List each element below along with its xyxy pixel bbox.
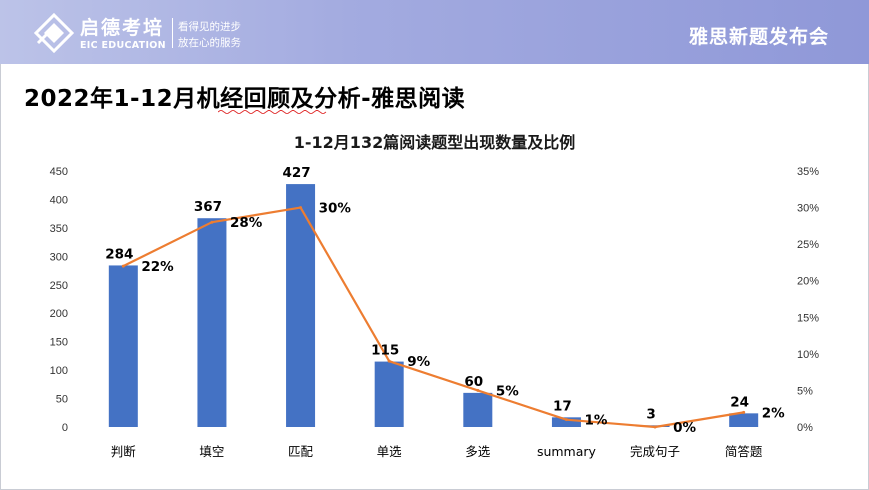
bar-value-label: 60 <box>464 374 483 390</box>
line-point <box>299 206 303 210</box>
y2-axis-tick-label: 15% <box>797 312 819 324</box>
bar <box>286 184 316 427</box>
y-axis-tick-label: 400 <box>50 194 68 206</box>
bar-value-label: 367 <box>194 199 222 215</box>
percent-label: 2% <box>762 405 785 421</box>
percent-label: 5% <box>496 383 519 399</box>
bar <box>729 413 759 427</box>
x-axis-category-label: 单选 <box>377 444 403 459</box>
slogan-line-2: 放在心的服务 <box>178 37 241 49</box>
slide-title: 2022年1-12月机经回顾及分析-雅思阅读 <box>24 86 466 112</box>
y-axis-tick-label: 0 <box>62 422 68 434</box>
percent-label: 1% <box>584 413 607 429</box>
logo-chinese-name: 启德考培 <box>80 17 165 39</box>
bar <box>197 218 227 427</box>
percent-label: 30% <box>319 201 352 217</box>
y2-axis-tick-label: 0% <box>797 422 813 434</box>
y-axis-tick-label: 100 <box>50 365 68 377</box>
slogan-line-1: 看得见的进步 <box>178 21 241 33</box>
bar-value-label: 17 <box>553 398 572 414</box>
bar <box>463 392 493 427</box>
line-point <box>476 388 480 392</box>
eic-logo-icon <box>34 13 74 53</box>
y-axis-tick-label: 150 <box>50 337 68 349</box>
y-axis-tick-label: 200 <box>50 308 68 320</box>
line-point <box>387 359 391 363</box>
x-axis-category-label: 匹配 <box>288 444 314 459</box>
x-axis-category-label: 判断 <box>111 444 136 459</box>
line-point <box>564 418 568 422</box>
bar-value-label: 24 <box>730 394 749 410</box>
logo-divider <box>172 18 173 48</box>
y2-axis-tick-label: 10% <box>797 349 819 361</box>
percent-label: 28% <box>230 215 263 231</box>
bar <box>108 265 138 427</box>
line-point <box>653 425 657 429</box>
y-axis-tick-label: 450 <box>50 166 68 178</box>
y-axis-tick-label: 300 <box>50 251 68 263</box>
bar-value-label: 115 <box>371 343 399 359</box>
spellcheck-underline <box>218 110 327 114</box>
chart-title: 1-12月132篇阅读题型出现数量及比例 <box>293 133 576 152</box>
y2-axis-tick-label: 35% <box>797 166 819 178</box>
x-axis-category-label: 多选 <box>465 444 491 459</box>
percent-label: 22% <box>141 259 174 275</box>
y-axis-tick-label: 50 <box>56 394 68 406</box>
x-axis-category-label: 完成句子 <box>630 444 680 459</box>
percent-label: 9% <box>407 354 430 370</box>
bar-value-label: 284 <box>105 246 133 262</box>
bar-value-label: 427 <box>282 165 310 181</box>
bar-value-label: 3 <box>646 406 655 422</box>
x-axis-category-label: 填空 <box>199 444 224 459</box>
bar <box>374 361 404 427</box>
y2-axis-tick-label: 25% <box>797 239 819 251</box>
x-axis-category-label: summary <box>537 444 597 459</box>
line-point <box>121 264 125 268</box>
y-axis-tick-label: 350 <box>50 223 68 235</box>
y2-axis-tick-label: 20% <box>797 276 819 288</box>
line-point <box>210 220 214 224</box>
x-axis-category-label: 简答题 <box>725 444 763 459</box>
header-bar: 启德考培 EIC EDUCATION 看得见的进步 放在心的服务 雅思新题发布会 <box>0 0 869 64</box>
y2-axis-tick-label: 30% <box>797 203 819 215</box>
y-axis-tick-label: 250 <box>50 280 68 292</box>
event-title: 雅思新题发布会 <box>688 26 829 48</box>
percent-label: 0% <box>673 420 696 436</box>
logo-english-name: EIC EDUCATION <box>80 40 166 51</box>
series-line <box>122 206 744 429</box>
line-point <box>742 410 746 414</box>
bar <box>551 417 581 427</box>
y2-axis-tick-label: 5% <box>797 385 813 397</box>
